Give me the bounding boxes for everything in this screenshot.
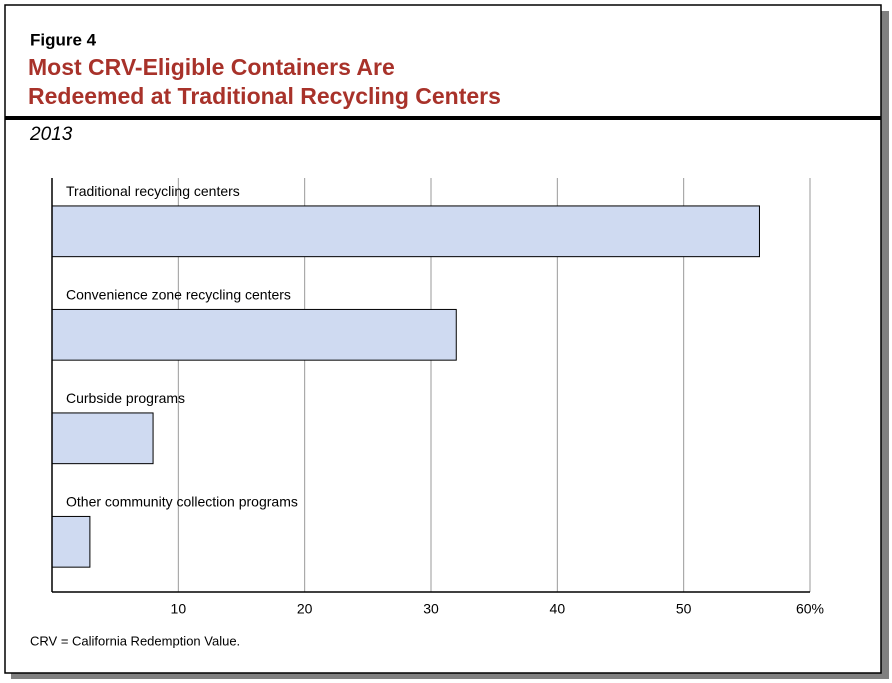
category-label: Traditional recycling centers (66, 183, 240, 199)
category-label: Curbside programs (66, 390, 185, 406)
bar (51, 412, 154, 465)
x-tick-label: 60% (796, 601, 824, 617)
footnote: CRV = California Redemption Value. (30, 633, 240, 648)
chart-subtitle: 2013 (29, 124, 73, 145)
bar (51, 515, 91, 568)
x-tick-label: 30 (423, 601, 439, 617)
x-tick-label: 20 (297, 601, 313, 617)
x-tick-label: 50 (676, 601, 692, 617)
bar (51, 205, 760, 258)
bar (51, 308, 457, 361)
category-label: Other community collection programs (66, 494, 298, 510)
figure-label: Figure 4 (30, 30, 97, 49)
category-label: Convenience zone recycling centers (66, 287, 291, 303)
plot: 10 20 30 40 50 60% Traditional recycling cente… (51, 178, 824, 617)
chart-title: Most CRV-Eligible Containers Are (28, 54, 395, 80)
chart-title: Redeemed at Traditional Recycling Center… (28, 83, 501, 109)
x-tick-label: 10 (171, 601, 187, 617)
x-tick-label: 40 (550, 601, 566, 617)
